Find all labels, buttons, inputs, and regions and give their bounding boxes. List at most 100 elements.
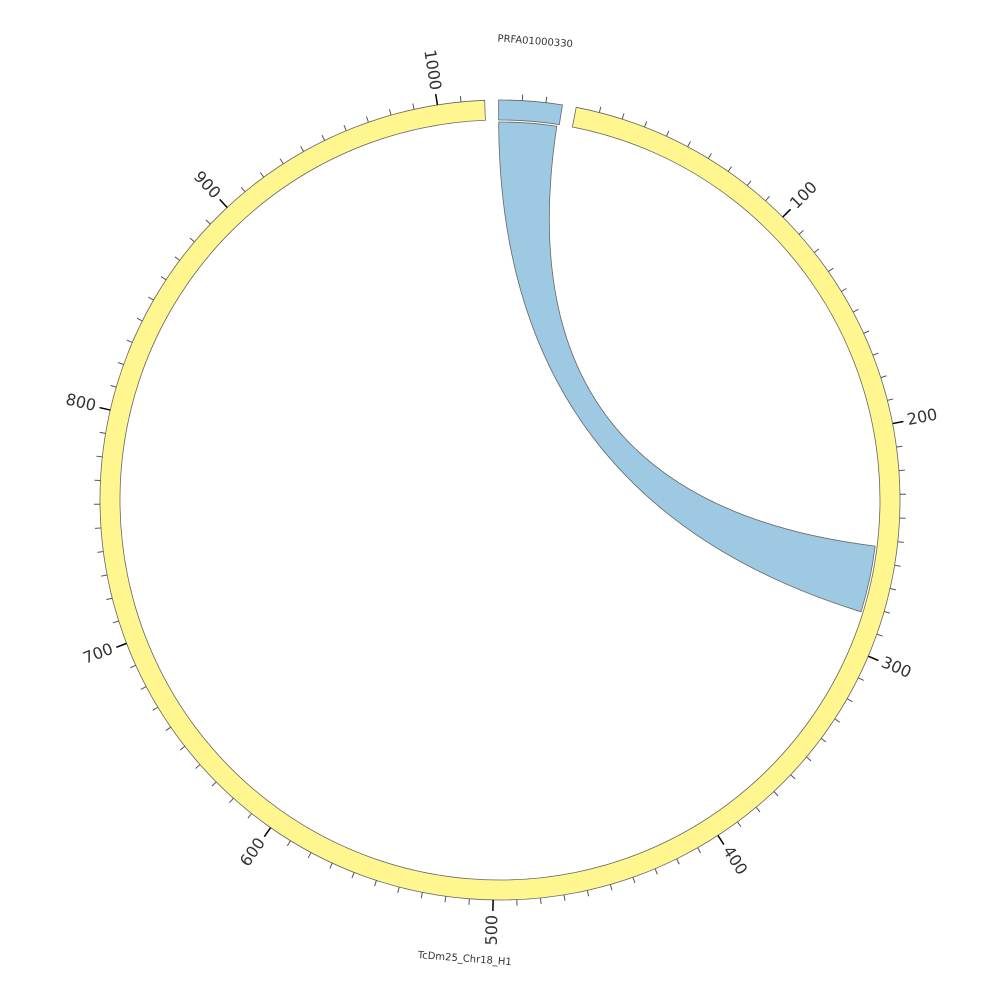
major-tick [99, 406, 111, 411]
sector-label: PRFA01000330 [497, 33, 573, 50]
tick [106, 597, 113, 601]
major-tick [263, 827, 272, 838]
tick-label: 1000 [420, 48, 445, 91]
tick [374, 880, 377, 887]
tick [813, 248, 820, 253]
tick [459, 95, 462, 102]
tick [872, 352, 879, 356]
tick [727, 166, 733, 172]
major-tick [892, 420, 904, 425]
tick [211, 781, 217, 787]
tick [790, 774, 796, 780]
tick [598, 106, 602, 113]
tick [130, 664, 136, 669]
tick [858, 677, 864, 681]
tick [160, 276, 167, 281]
tick-label: 900 [190, 167, 225, 202]
tick [117, 362, 124, 366]
tick [99, 431, 106, 434]
tick [179, 745, 186, 751]
tick [687, 141, 691, 147]
tick [707, 153, 712, 159]
sector [498, 99, 563, 126]
sector [99, 99, 901, 901]
tick-label: 500 [482, 915, 502, 946]
tick [101, 574, 108, 577]
tick [229, 797, 234, 804]
tick [841, 287, 847, 292]
tick [247, 813, 252, 819]
tick [240, 186, 246, 193]
major-tick [782, 208, 792, 218]
tick [897, 541, 904, 543]
major-tick [434, 93, 439, 106]
tick [676, 858, 680, 865]
tick [148, 296, 154, 301]
tick [126, 339, 133, 343]
tick [654, 868, 658, 875]
tick [834, 718, 841, 723]
tick [876, 633, 883, 637]
tick [321, 134, 326, 141]
tick [746, 180, 752, 186]
tick [563, 894, 566, 901]
tick [165, 726, 172, 731]
tick [644, 121, 648, 128]
major-tick [219, 198, 228, 208]
tick [195, 764, 201, 769]
major-tick [116, 642, 127, 649]
tick [806, 756, 812, 762]
tick-label: 400 [719, 842, 752, 878]
tick [174, 256, 180, 261]
tick [632, 877, 636, 884]
tick [697, 847, 702, 854]
tick [665, 130, 670, 137]
tick [894, 564, 901, 567]
tick-label: 600 [236, 834, 269, 870]
tick [765, 195, 770, 202]
tick-label: 300 [879, 652, 915, 681]
tick [609, 884, 613, 891]
tick [773, 791, 779, 797]
tick [329, 862, 333, 869]
tick [755, 806, 761, 813]
tick [889, 588, 897, 591]
tick-label: 800 [64, 390, 98, 415]
tick [863, 330, 870, 334]
tick [412, 103, 415, 110]
tick [397, 886, 400, 894]
major-tick [717, 835, 725, 846]
tick [539, 897, 542, 904]
major-tick [867, 655, 879, 662]
tick [820, 738, 827, 743]
tick [110, 384, 117, 388]
tick [286, 840, 291, 847]
tick [307, 852, 312, 859]
tick [887, 398, 894, 401]
tick [300, 146, 305, 152]
tick [205, 219, 211, 225]
tick [846, 698, 853, 703]
tick [828, 267, 834, 273]
tick [444, 896, 447, 903]
tick [351, 872, 355, 879]
tick [737, 821, 742, 828]
tick-label: 200 [905, 405, 939, 429]
tick [189, 237, 195, 243]
tick [545, 96, 548, 103]
tick [621, 113, 625, 120]
tick [136, 317, 143, 322]
tick [896, 445, 903, 448]
tick [97, 551, 104, 553]
link [498, 121, 876, 613]
tick [140, 686, 147, 690]
tick [96, 455, 103, 458]
tick [259, 172, 265, 178]
tick [586, 890, 590, 897]
tick [366, 116, 369, 123]
tick [798, 229, 804, 235]
tick [343, 124, 347, 131]
tick [112, 620, 119, 624]
sector-label: TcDm25_Chr18_H1 [416, 950, 512, 968]
